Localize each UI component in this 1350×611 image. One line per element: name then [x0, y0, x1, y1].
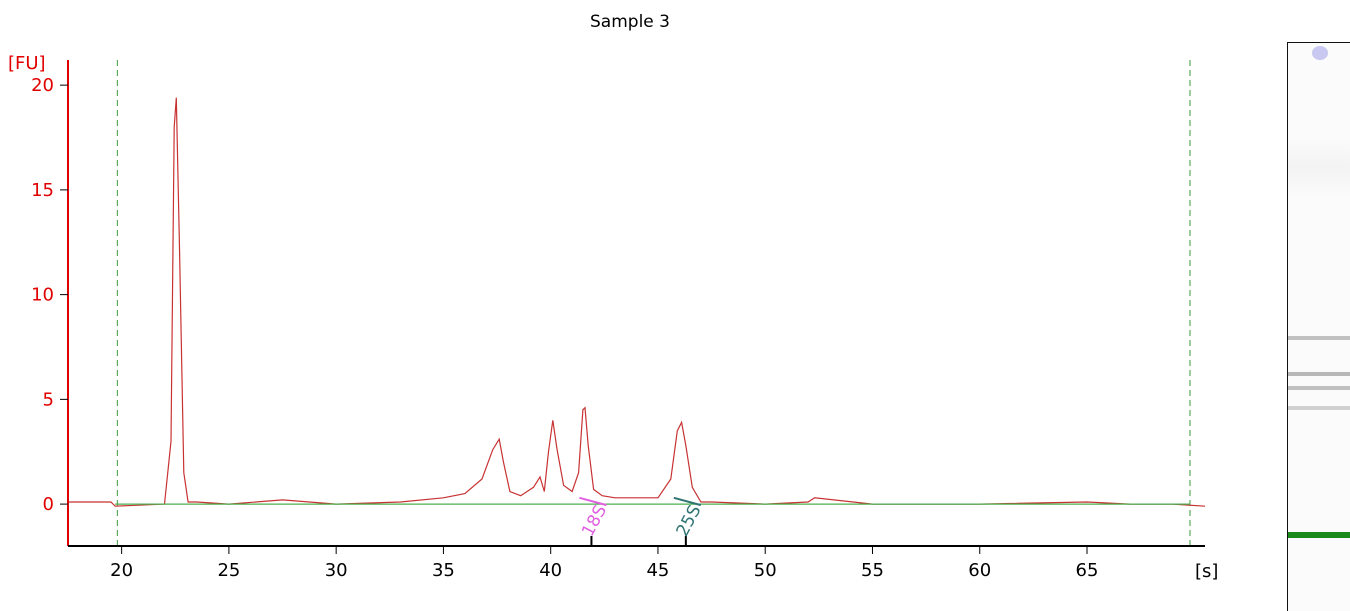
y-tick-label-15: 15	[31, 180, 54, 201]
x-tick-label-65: 65	[1076, 560, 1099, 581]
x-tick-label-40: 40	[539, 560, 562, 581]
marker-connector-1	[673, 496, 702, 507]
gel-band-1	[1288, 372, 1350, 376]
chart-title: Sample 3	[590, 12, 670, 32]
x-axis-label: [s]	[1195, 561, 1218, 582]
window-dashed-lines	[116, 60, 1191, 546]
gel-lane-image	[1287, 42, 1350, 611]
marker-connector-0	[579, 496, 607, 507]
x-tick-label-60: 60	[968, 560, 991, 581]
x-tick-label-45: 45	[646, 560, 669, 581]
gel-band-3	[1288, 406, 1350, 410]
series-lines	[68, 97, 1206, 507]
x-tick-label-35: 35	[432, 560, 455, 581]
y-tick-label-10: 10	[31, 285, 54, 306]
gel-band-4	[1288, 532, 1350, 538]
y-tick-label-0: 0	[43, 494, 54, 515]
x-tick-label-25: 25	[217, 560, 240, 581]
series-line-0	[68, 97, 1206, 507]
gel-band-2	[1288, 386, 1350, 390]
x-tick-label-50: 50	[754, 560, 777, 581]
y-tick-label-20: 20	[31, 75, 54, 96]
x-tick-label-55: 55	[861, 560, 884, 581]
gel-band-0	[1288, 336, 1350, 340]
x-tick-label-20: 20	[110, 560, 133, 581]
peak-markers: 18S 25S	[578, 496, 706, 546]
gel-smear-top	[1288, 138, 1350, 198]
y-axis-label: [FU]	[8, 53, 46, 74]
marker-label-1: 25S	[673, 502, 706, 540]
gel-marker-dot	[1312, 46, 1328, 60]
marker-label-0: 18S	[578, 502, 611, 540]
x-tick-label-30: 30	[325, 560, 348, 581]
y-tick-label-5: 5	[43, 389, 54, 410]
